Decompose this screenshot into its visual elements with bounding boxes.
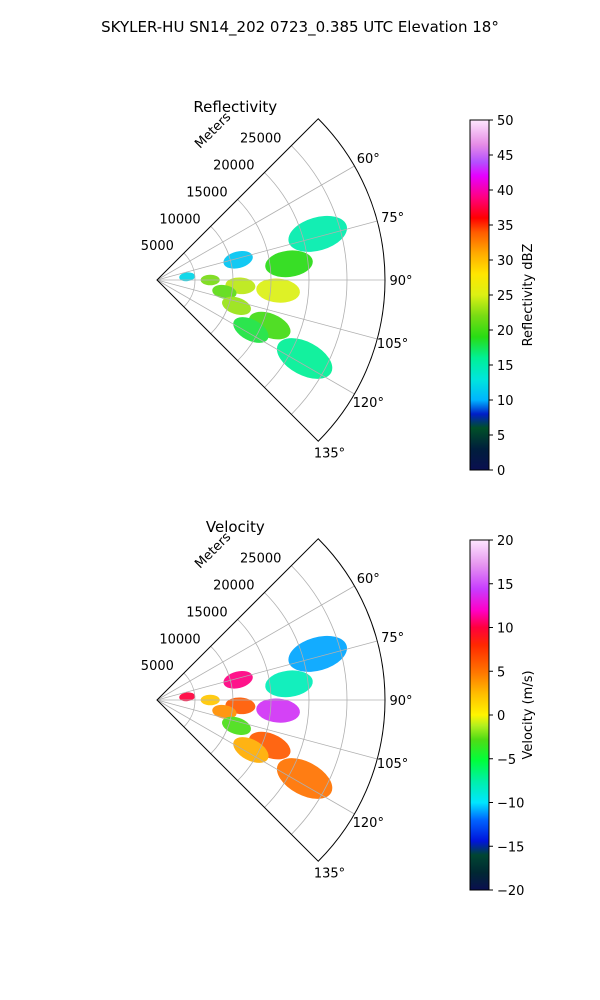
grid-spoke: [156, 585, 355, 701]
colorbar-tick-label: 20: [497, 534, 514, 549]
angle-tick-label: 75°: [381, 631, 404, 646]
colorbar-tick-label: −20: [497, 884, 524, 899]
colorbar-label: Velocity (m/s): [521, 670, 536, 759]
angle-tick-label: 75°: [381, 211, 404, 226]
angle-tick-label: 60°: [357, 152, 380, 167]
echo-cell: [265, 250, 313, 278]
angle-tick-label: 90°: [389, 694, 412, 709]
colorbar-tick-label: 20: [497, 324, 514, 339]
sector-frame: [156, 118, 386, 442]
radial-tick-label: 15000: [186, 185, 227, 200]
colorbar-tick-label: 0: [497, 464, 505, 479]
echo-cell: [179, 692, 196, 702]
grid-spoke: [156, 279, 355, 395]
echo-cell: [276, 338, 333, 379]
colorbar-tick-label: 15: [497, 359, 514, 374]
colorbar-tick-label: −5: [497, 753, 516, 768]
velocity-panel: Velocity500010000150002000025000Meters60…: [141, 518, 536, 899]
radial-tick-label: 5000: [141, 239, 174, 254]
reflectivity-panel: Reflectivity500010000150002000025000Mete…: [141, 98, 536, 479]
colorbar-tick-label: 35: [497, 219, 514, 234]
colorbar-tick-label: 5: [497, 429, 505, 444]
grid-spoke: [156, 640, 378, 701]
grid-spoke: [156, 165, 355, 281]
colorbar-tick-label: 45: [497, 149, 514, 164]
colorbar-tick-label: −15: [497, 840, 524, 855]
radial-tick-label: 25000: [240, 132, 281, 147]
colorbar-tick-label: 10: [497, 622, 514, 637]
radial-tick-label: 5000: [141, 659, 174, 674]
echo-cell: [288, 635, 347, 672]
echo-cell: [256, 278, 300, 303]
angle-tick-label: 105°: [377, 337, 408, 352]
data-layer: [179, 635, 347, 799]
echo-cell: [276, 758, 333, 799]
colorbar-tick-label: 25: [497, 289, 514, 304]
colorbar-tick-label: 40: [497, 184, 514, 199]
colorbar: [469, 119, 490, 471]
radial-tick-label: 20000: [213, 159, 254, 174]
angle-tick-label: 120°: [353, 396, 384, 411]
figure-title: SKYLER-HU SN14_202 0723_0.385 UTC Elevat…: [101, 18, 499, 37]
colorbar-tick-label: −10: [497, 797, 524, 812]
panel-title: Velocity: [206, 518, 265, 536]
echo-cell: [265, 670, 313, 698]
panel-title: Reflectivity: [193, 98, 277, 116]
sector-frame: [156, 538, 386, 862]
radial-tick-label: 15000: [186, 605, 227, 620]
echo-cell: [212, 284, 237, 299]
grid-spoke: [156, 279, 378, 340]
colorbar-tick-label: 50: [497, 114, 514, 129]
angle-tick-label: 90°: [389, 274, 412, 289]
echo-cell: [222, 296, 251, 315]
colorbar-tick-label: 0: [497, 709, 505, 724]
echo-cell: [222, 716, 251, 735]
echo-cell: [233, 317, 269, 343]
colorbar-tick-label: 15: [497, 578, 514, 593]
echo-cell: [256, 698, 300, 723]
colorbar-label: Reflectivity dBZ: [521, 244, 536, 347]
radial-tick-label: 10000: [159, 632, 200, 647]
angle-tick-label: 135°: [314, 867, 345, 882]
data-layer: [179, 215, 347, 379]
colorbar-tick-label: 30: [497, 254, 514, 269]
echo-cell: [233, 737, 269, 763]
grid-spoke: [156, 699, 355, 815]
grid-spoke: [156, 220, 378, 281]
grid-spoke: [156, 699, 378, 760]
echo-cell: [179, 272, 196, 282]
radial-tick-label: 10000: [159, 212, 200, 227]
echo-cell: [223, 250, 253, 269]
radial-tick-label: 20000: [213, 579, 254, 594]
echo-cell: [288, 215, 347, 252]
angle-tick-label: 120°: [353, 816, 384, 831]
echo-cell: [223, 670, 253, 689]
angle-tick-label: 60°: [357, 572, 380, 587]
colorbar-tick-label: 10: [497, 394, 514, 409]
colorbar-tick-label: 5: [497, 665, 505, 680]
echo-cell: [212, 704, 237, 719]
angle-tick-label: 105°: [377, 757, 408, 772]
colorbar: [469, 539, 490, 891]
angle-tick-label: 135°: [314, 447, 345, 462]
radial-tick-label: 25000: [240, 552, 281, 567]
